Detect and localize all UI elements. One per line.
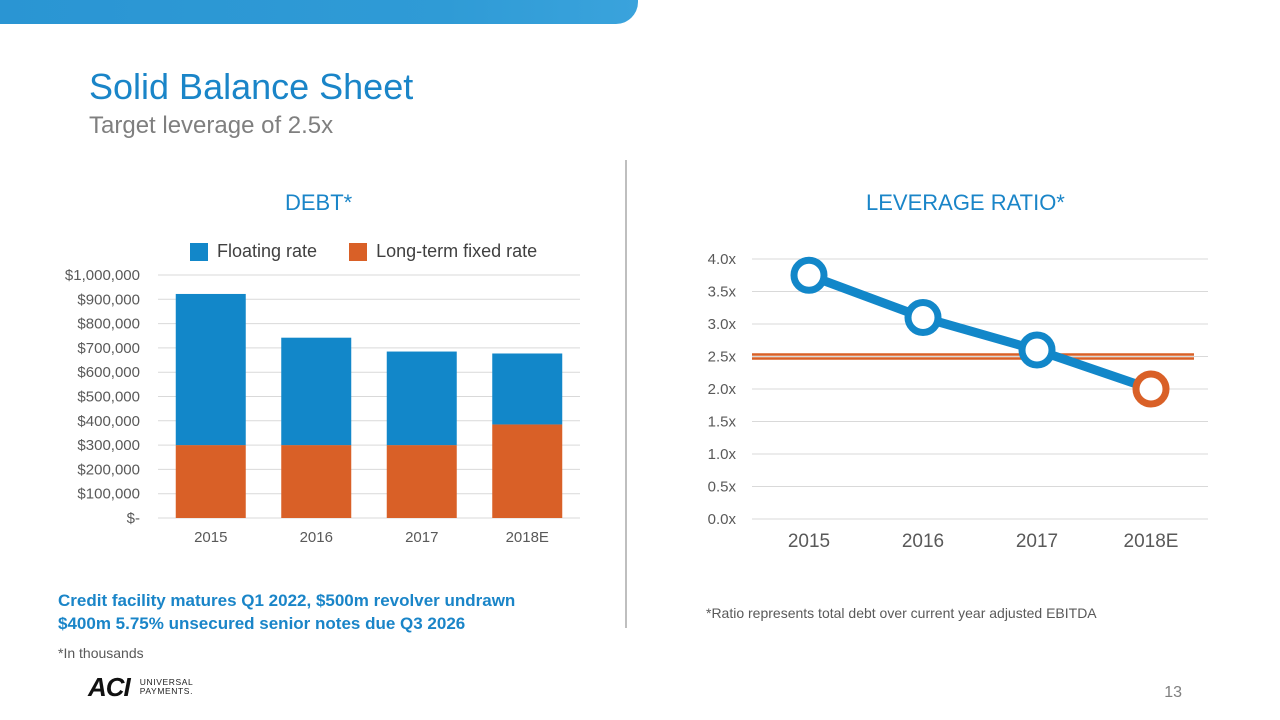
ratio-note: *Ratio represents total debt over curren… [706, 605, 1097, 621]
leverage-point [1018, 331, 1056, 369]
leverage-x-tick-label: 2015 [788, 531, 830, 552]
leverage-y-tick-label: 0.0x [708, 511, 737, 528]
debt-bar-floating [281, 337, 352, 446]
debt-y-tick-label: $100,000 [77, 486, 140, 503]
debt-y-tick-label: $900,000 [77, 291, 140, 308]
debt-x-tick-label: 2016 [300, 529, 333, 546]
leverage-y-tick-label: 2.0x [708, 381, 737, 398]
leverage-point [790, 256, 828, 294]
leverage-y-tick-label: 0.5x [708, 479, 737, 496]
leverage-y-tick-label: 1.5x [708, 414, 737, 431]
debt-y-tick-label: $500,000 [77, 389, 140, 406]
leverage-y-tick-label: 2.5x [708, 349, 737, 366]
page-number: 13 [1164, 684, 1182, 701]
debt-x-tick-label: 2015 [194, 529, 227, 546]
senior-notes-note: $400m 5.75% unsecured senior notes due Q… [58, 614, 466, 633]
top-banner [0, 0, 638, 24]
leverage-y-tick-label: 3.5x [708, 284, 737, 301]
debt-bar-fixed [175, 445, 246, 518]
legend-swatch-floating [190, 242, 208, 261]
debt-y-tick-label: $700,000 [77, 340, 140, 357]
debt-y-tick-label: $1,000,000 [65, 267, 140, 284]
leverage-y-tick-label: 4.0x [708, 251, 737, 268]
debt-y-tick-label: $200,000 [77, 461, 140, 478]
debt-legend: Floating rate Long-term fixed rate [190, 241, 569, 262]
legend-label-fixed: Long-term fixed rate [376, 241, 538, 261]
debt-y-tick-label: $300,000 [77, 437, 140, 454]
logo-line-2: PAYMENTS. [139, 686, 194, 696]
panel-divider [625, 160, 627, 628]
debt-bar-floating [386, 351, 457, 446]
debt-bar-floating [492, 353, 563, 425]
debt-bar-fixed [492, 424, 563, 518]
leverage-y-tick-label: 3.0x [708, 316, 737, 333]
debt-bar-floating [175, 293, 246, 446]
legend-label-floating: Floating rate [217, 241, 318, 261]
legend-item-floating: Floating rate [190, 241, 317, 262]
leverage-x-tick-label: 2016 [902, 531, 944, 552]
debt-x-tick-label: 2018E [506, 529, 549, 546]
leverage-point [904, 299, 942, 336]
logo-line-1: UNIVERSAL [139, 677, 194, 687]
in-thousands-note: *In thousands [58, 645, 144, 661]
debt-y-tick-label: $600,000 [77, 364, 140, 381]
debt-bar-fixed [386, 445, 457, 518]
debt-chart: $- $100,000 $200,000 $300,000 $400,000 $500,0… [65, 267, 580, 546]
debt-y-tick-label: $400,000 [77, 413, 140, 430]
debt-x-tick-label: 2017 [405, 529, 438, 546]
leverage-x-tick-label: 2017 [1016, 531, 1058, 552]
debt-bar-fixed [281, 445, 352, 518]
leverage-series-line [807, 271, 1153, 394]
leverage-y-tick-label: 1.0x [708, 446, 737, 463]
debt-y-tick-label: $- [127, 510, 140, 527]
logo-mark: ACI [88, 672, 131, 702]
leverage-point [1132, 370, 1170, 408]
aci-logo: ACI UNIVERSAL PAYMENTS. [88, 674, 193, 700]
legend-swatch-fixed [349, 242, 368, 261]
page-subtitle: Target leverage of 2.5x [89, 112, 334, 139]
page-title: Solid Balance Sheet [89, 66, 414, 107]
logo-wordmark: UNIVERSAL PAYMENTS. [140, 678, 194, 696]
legend-item-fixed: Long-term fixed rate [349, 241, 537, 262]
credit-facility-note: Credit facility matures Q1 2022, $500m r… [58, 591, 516, 610]
leverage-x-tick-label: 2018E [1124, 531, 1179, 552]
leverage-chart-title: LEVERAGE RATIO* [866, 190, 1065, 215]
debt-chart-title: DEBT* [285, 190, 353, 215]
debt-y-tick-label: $800,000 [77, 316, 140, 333]
